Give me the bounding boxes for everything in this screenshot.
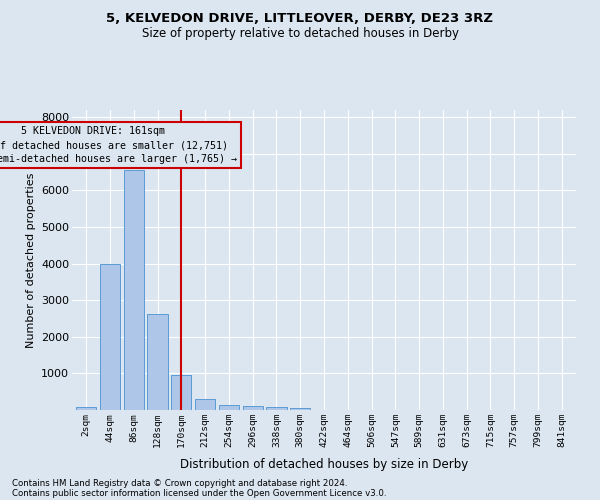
Bar: [100, 264, 120, 410]
Text: 5, KELVEDON DRIVE, LITTLEOVER, DERBY, DE23 3RZ: 5, KELVEDON DRIVE, LITTLEOVER, DERBY, DE…: [107, 12, 493, 26]
Bar: [219, 405, 239, 410]
Text: Size of property relative to detached houses in Derby: Size of property relative to detached ho…: [142, 28, 458, 40]
Bar: [124, 170, 144, 410]
X-axis label: Distribution of detached houses by size in Derby: Distribution of detached houses by size …: [180, 458, 468, 471]
Text: Contains HM Land Registry data © Crown copyright and database right 2024.: Contains HM Land Registry data © Crown c…: [12, 478, 347, 488]
Bar: [266, 406, 287, 410]
Bar: [195, 399, 215, 410]
Bar: [171, 375, 191, 410]
Text: 5 KELVEDON DRIVE: 161sqm
← 88% of detached houses are smaller (12,751)
12% of se: 5 KELVEDON DRIVE: 161sqm ← 88% of detach…: [0, 126, 238, 164]
Y-axis label: Number of detached properties: Number of detached properties: [26, 172, 35, 348]
Text: Contains public sector information licensed under the Open Government Licence v3: Contains public sector information licen…: [12, 488, 386, 498]
Bar: [290, 408, 310, 410]
Bar: [76, 408, 97, 410]
Bar: [242, 406, 263, 410]
Bar: [148, 314, 167, 410]
